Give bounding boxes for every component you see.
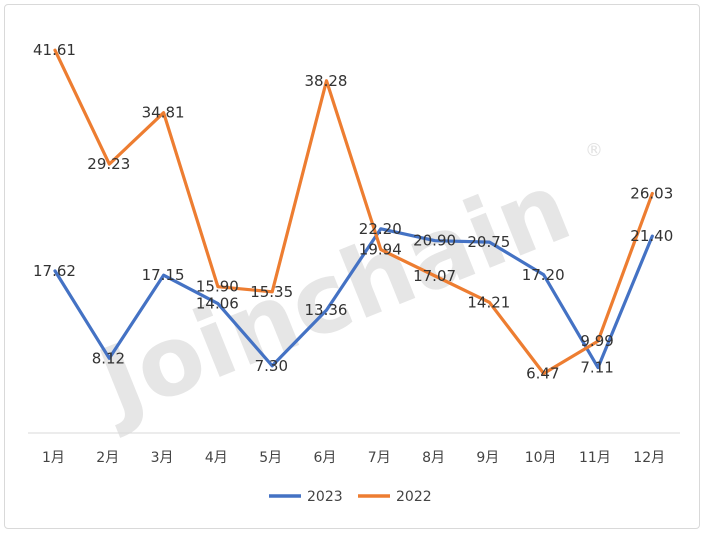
data-label-2023-5: 7.30 <box>255 357 288 375</box>
data-label-2023-3: 17.15 <box>142 266 185 284</box>
x-tick-label: 10月 <box>525 450 557 466</box>
data-label-2023-6: 13.36 <box>305 301 348 319</box>
x-tick-label: 4月 <box>205 450 228 466</box>
data-label-2022-7: 19.94 <box>359 241 402 259</box>
data-label-2022-10: 6.47 <box>526 364 559 382</box>
series-line-2023 <box>53 227 654 370</box>
data-labels-layer: 17.62 8.12 17.15 14.06 7.30 13.36 22.20 20.90 20… <box>33 41 673 382</box>
legend-label-2022: 2022 <box>396 489 432 505</box>
data-label-2023-7: 22.20 <box>359 220 402 238</box>
x-tick-label: 5月 <box>259 450 282 466</box>
data-label-2022-5: 15.35 <box>250 283 293 301</box>
data-label-2023-9: 20.75 <box>467 233 510 251</box>
x-tick-label: 8月 <box>422 450 445 466</box>
x-tick-label: 6月 <box>314 450 337 466</box>
x-tick-label: 11月 <box>579 450 611 466</box>
data-label-2022-2: 29.23 <box>87 155 130 173</box>
data-label-2022-3: 34.81 <box>142 104 185 122</box>
series-layer <box>53 48 654 376</box>
data-label-2022-12: 26.03 <box>630 185 673 203</box>
data-label-2022-11: 9.99 <box>580 332 613 350</box>
data-label-2023-12: 21.40 <box>630 227 673 245</box>
data-label-2023-8: 20.90 <box>413 232 456 250</box>
data-label-2023-4: 14.06 <box>196 295 239 313</box>
data-label-2023-1: 17.62 <box>33 262 76 280</box>
watermark-registered-mark: ® <box>585 140 603 161</box>
series-line-2022 <box>53 48 654 376</box>
x-tick-label: 3月 <box>151 450 174 466</box>
data-label-2022-9: 14.21 <box>467 293 510 311</box>
data-label-2023-2: 8.12 <box>92 349 125 367</box>
x-tick-label: 1月 <box>42 450 65 466</box>
data-label-2023-10: 17.20 <box>522 266 565 284</box>
x-tick-label: 2月 <box>96 450 119 466</box>
legend-label-2023: 2023 <box>307 489 343 505</box>
x-tick-label: 9月 <box>476 450 499 466</box>
x-tick-label: 12月 <box>633 450 665 466</box>
data-label-2022-8: 17.07 <box>413 267 456 285</box>
data-label-2022-6: 38.28 <box>305 72 348 90</box>
legend: 2023 2022 <box>269 489 432 505</box>
chart-frame <box>4 4 700 529</box>
data-label-2023-11: 7.11 <box>580 359 613 377</box>
x-tick-label: 7月 <box>368 450 391 466</box>
x-tick-labels: 1月 2月 3月 4月 5月 6月 7月 8月 9月 10月 11月 12月 <box>42 450 665 466</box>
data-label-2022-4: 15.90 <box>196 278 239 296</box>
data-label-2022-1: 41.61 <box>33 41 76 59</box>
